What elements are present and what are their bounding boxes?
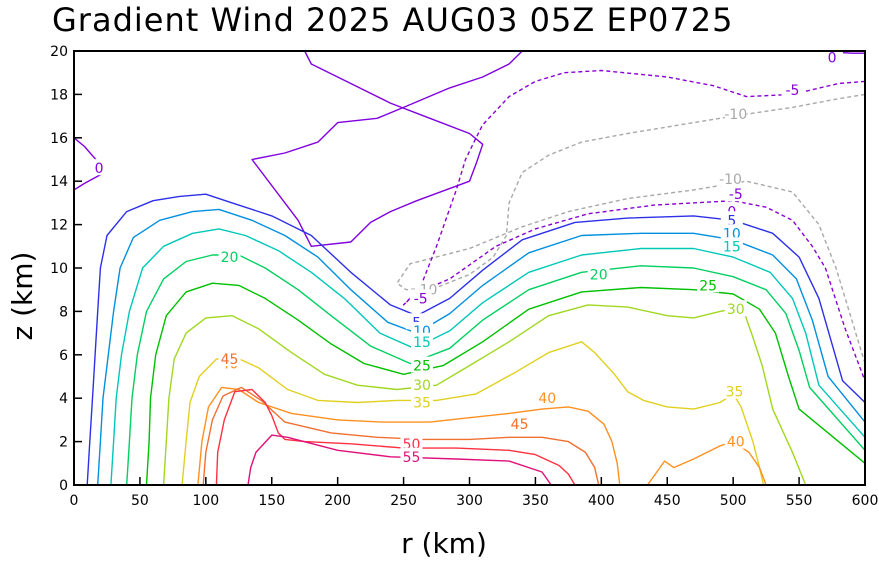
contour-label-bg-35-1 bbox=[723, 382, 746, 399]
x-tick-label-100: 100 bbox=[192, 493, 219, 509]
contour-label-bg-25-0 bbox=[411, 356, 434, 373]
y-tick-label-14: 14 bbox=[50, 174, 68, 190]
x-tick-label-600: 600 bbox=[852, 493, 879, 509]
contour-label-bg--5-0 bbox=[409, 289, 432, 306]
contour-line-55-0 bbox=[247, 434, 552, 485]
contour-label--5-2: -5 bbox=[729, 187, 743, 203]
contour-label-bg--5-2 bbox=[724, 185, 747, 202]
contour-label-25-0: 25 bbox=[413, 359, 431, 375]
contour-label-35-1: 35 bbox=[726, 385, 744, 401]
contour-label-bg-55-0 bbox=[400, 447, 423, 464]
y-tick-label-12: 12 bbox=[50, 218, 68, 234]
contour-label-40-1: 40 bbox=[538, 391, 556, 407]
contour-label-bg-30-1 bbox=[724, 300, 747, 317]
contour-label-bg--5-1 bbox=[781, 81, 804, 98]
contour-label-30-1: 30 bbox=[727, 302, 745, 318]
x-axis-label: r (km) bbox=[401, 527, 487, 560]
y-tick-label-16: 16 bbox=[50, 131, 68, 147]
y-tick-label-0: 0 bbox=[59, 478, 68, 494]
x-tick-label-250: 250 bbox=[390, 493, 417, 509]
contour-label-35-0: 35 bbox=[413, 396, 431, 412]
y-tick-label-18: 18 bbox=[50, 87, 68, 103]
contour-label-bg-0-1 bbox=[821, 48, 844, 65]
contour-label-bg-45-1 bbox=[508, 415, 531, 432]
contour-label-bg-20-0 bbox=[218, 248, 241, 265]
x-tick-label-200: 200 bbox=[324, 493, 351, 509]
contour-label-bg-5-1 bbox=[720, 211, 743, 228]
x-tick-label-500: 500 bbox=[720, 493, 747, 509]
y-tick-label-4: 4 bbox=[59, 391, 68, 407]
contour-line-45-0 bbox=[202, 386, 600, 485]
contour-label-45-1: 45 bbox=[511, 417, 529, 433]
contour-line-5-0 bbox=[86, 193, 865, 485]
y-tick-label-10: 10 bbox=[50, 261, 68, 277]
contour-label-bg--10-2 bbox=[719, 170, 742, 187]
contour-label-45-0: 45 bbox=[221, 352, 239, 368]
chart-title: Gradient Wind 2025 AUG03 05Z EP0725 bbox=[52, 1, 733, 39]
contour-label-bg-25-1 bbox=[697, 276, 720, 293]
contour-line-0-2 bbox=[251, 51, 523, 247]
contour-label-bg-35-0 bbox=[411, 393, 434, 410]
contour-label-bg-20-1 bbox=[587, 265, 610, 282]
contour-label-15-1: 15 bbox=[723, 239, 741, 255]
contour-label--10-2: -10 bbox=[719, 172, 742, 188]
contour-line--5-0 bbox=[402, 69, 865, 382]
contour-label-bg-45-0 bbox=[218, 350, 241, 367]
contour-label-30-0: 30 bbox=[413, 378, 431, 394]
y-tick-label-2: 2 bbox=[59, 435, 68, 451]
contour-label-5-1: 5 bbox=[727, 213, 736, 229]
contour-label-bg-0-0 bbox=[88, 159, 111, 176]
contour-labels: -10-10-10-5-5-50005510101515202025253030… bbox=[88, 48, 844, 466]
y-tick-label-6: 6 bbox=[59, 348, 68, 364]
contour-label-bg-10-1 bbox=[720, 224, 743, 241]
contour-line--10-0 bbox=[396, 93, 865, 364]
contour-label-bg-40-2 bbox=[724, 432, 747, 449]
x-tick-label-150: 150 bbox=[258, 493, 285, 509]
contour-line-30-0 bbox=[162, 304, 807, 485]
x-tick-label-50: 50 bbox=[131, 493, 149, 509]
contour-line-10-0 bbox=[97, 208, 865, 485]
contour-line-40-1 bbox=[646, 440, 767, 485]
contour-label-55-0: 55 bbox=[403, 450, 421, 466]
y-tick-label-8: 8 bbox=[59, 304, 68, 320]
x-tick-label-350: 350 bbox=[522, 493, 549, 509]
contour-label-bg-15-1 bbox=[720, 237, 743, 254]
contour-label-bg-15-0 bbox=[411, 332, 434, 349]
contour-label--5-1: -5 bbox=[786, 83, 800, 99]
contour-label-bg-40-1 bbox=[536, 389, 559, 406]
x-tick-label-400: 400 bbox=[588, 493, 615, 509]
x-tick-label-450: 450 bbox=[654, 493, 681, 509]
x-tick-label-300: 300 bbox=[456, 493, 483, 509]
axes-layer: 0 50 100 150 200 250 300 350 400 450 500 550 6000246… bbox=[50, 44, 878, 509]
x-tick-label-550: 550 bbox=[786, 493, 813, 509]
contour-label-20-1: 20 bbox=[590, 268, 608, 284]
contour-label-40-2: 40 bbox=[727, 435, 745, 451]
contour-label-bg--10-1 bbox=[724, 104, 747, 121]
contour-label-25-1: 25 bbox=[699, 278, 717, 294]
y-tick-label-20: 20 bbox=[50, 44, 68, 60]
x-tick-label-0: 0 bbox=[70, 493, 79, 509]
contour-line-40-0 bbox=[197, 386, 621, 485]
contour-label--10-1: -10 bbox=[724, 107, 747, 123]
contour-label-15-0: 15 bbox=[413, 335, 431, 351]
y-axis-label: z (km) bbox=[6, 252, 39, 341]
contour-line-15-0 bbox=[110, 228, 865, 485]
contour-line-50-0 bbox=[215, 388, 576, 485]
contour-label-0-0: 0 bbox=[95, 161, 104, 177]
contour-label--5-0: -5 bbox=[414, 291, 428, 307]
contour-label-bg-50-0 bbox=[400, 434, 423, 451]
contour-label-20-0: 20 bbox=[221, 250, 239, 266]
contour-line-25-0 bbox=[145, 282, 865, 485]
contour-label-bg-30-0 bbox=[411, 376, 434, 393]
contour-label-0-1: 0 bbox=[828, 51, 837, 67]
contour-line-20-0 bbox=[126, 254, 865, 485]
